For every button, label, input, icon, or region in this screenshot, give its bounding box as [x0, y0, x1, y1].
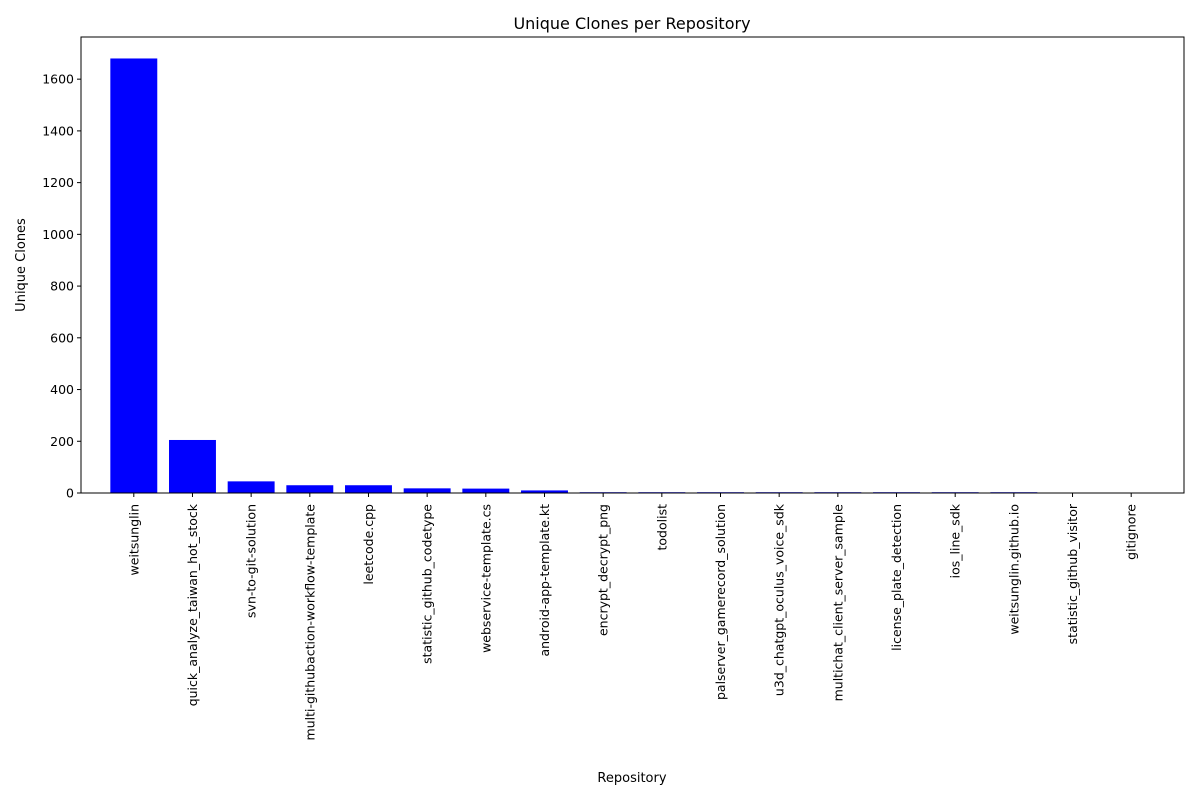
x-tick-label: multi-githubaction-workflow-template	[302, 504, 317, 741]
x-tick-label: encrypt_decrypt_png	[596, 504, 611, 636]
bar	[227, 481, 275, 493]
bar	[521, 490, 568, 493]
bar	[403, 488, 451, 493]
x-tick-label: statistic_github_codetype	[420, 504, 435, 664]
x-tick-label: multichat_client_server_sample	[830, 504, 845, 702]
bars-layer	[110, 58, 1038, 493]
x-tick-label: u3d_chatgpt_oculus_voice_sdk	[772, 503, 787, 696]
y-axis-title: Unique Clones	[14, 218, 29, 312]
y-tick-label: 200	[50, 434, 74, 449]
x-tick-label: weitsunglin	[126, 504, 141, 575]
y-tick-label: 0	[66, 486, 74, 501]
x-tick-label: quick_analyze_taiwan_hot_stock	[185, 503, 200, 706]
y-tick-label: 600	[50, 330, 74, 345]
x-tick-label: gitignore	[1124, 504, 1139, 560]
x-tick-label: statistic_github_visitor	[1065, 503, 1080, 644]
y-tick-label: 800	[50, 279, 74, 294]
axes-layer: 0 200 400 600 800 1000 1200 1400 1600 weitsunglin…	[42, 36, 1185, 741]
x-tick-label: svn-to-git-solution	[244, 504, 259, 618]
x-tick-label: palserver_gamerecord_solution	[713, 504, 728, 700]
chart-title: Unique Clones per Repository	[513, 14, 750, 33]
bar	[169, 439, 216, 493]
bar	[345, 485, 392, 493]
y-tick-label: 1200	[42, 175, 74, 190]
y-tick-label: 1000	[42, 227, 74, 242]
bar	[286, 485, 334, 493]
x-axis-title: Repository	[597, 771, 666, 786]
bar	[110, 58, 158, 493]
x-tick-label: android-app-template.kt	[537, 504, 552, 657]
x-tick-label: weitsunglin.github.io	[1006, 504, 1021, 635]
x-tick-label: ios_line_sdk	[948, 503, 963, 578]
x-tick-label: webservice-template.cs	[478, 504, 493, 653]
x-tick-label: leetcode.cpp	[361, 504, 376, 585]
y-tick-label: 1400	[42, 123, 74, 138]
y-tick-label: 400	[50, 382, 74, 397]
x-tick-label: todolist	[654, 504, 669, 551]
x-tick-label: license_plate_detection	[889, 504, 904, 651]
bar	[462, 488, 510, 493]
y-tick-label: 1600	[42, 72, 74, 87]
plot-frame	[80, 36, 1185, 494]
